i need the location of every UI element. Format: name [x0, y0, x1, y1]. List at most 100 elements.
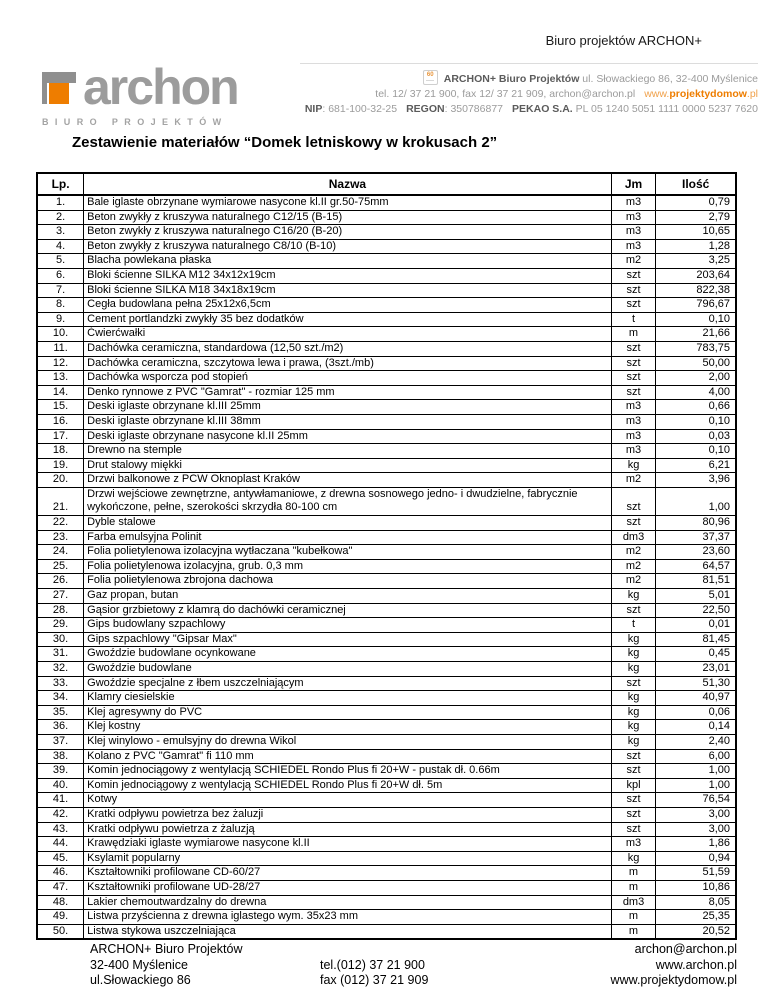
table-row: 18. Drewno na stemple m3 0,10: [36, 443, 737, 459]
cell-name: Bloki ścienne SILKA M18 34x18x19cm: [83, 282, 612, 299]
cell-qty: 5,01: [655, 588, 737, 604]
table-row: 23. Farba emulsyjna Polinit dm3 37,37: [36, 529, 737, 546]
cell-lp: 48.: [36, 894, 85, 911]
regon-label: REGON: [406, 103, 445, 115]
cell-unit: kg: [610, 690, 657, 706]
table-row: 24. Folia polietylenowa izolacyjna wytłac…: [36, 544, 737, 560]
contact-street: ul. Słowackiego 86, 32-400 Myślenice: [579, 73, 758, 85]
footer-web-block: archon@archon.pl www.archon.pl www.proje…: [520, 942, 737, 989]
cell-qty: 0,01: [655, 617, 737, 633]
column-header-name: Nazwa: [83, 172, 612, 196]
table-row: 14. Denko rynnowe z PVC "Gamrat" - rozmia…: [36, 384, 737, 401]
cell-unit: m3: [610, 428, 657, 445]
cell-lp: 29.: [36, 617, 85, 633]
table-row: 17. Deski iglaste obrzynane nasycone kl.I…: [36, 428, 737, 445]
cell-qty: 8,05: [655, 894, 737, 911]
cell-unit: m2: [610, 558, 657, 575]
cell-qty: 0,94: [655, 850, 737, 867]
cell-qty: 203,64: [655, 267, 737, 284]
anniversary-badge-icon: 60: [422, 70, 438, 85]
cell-qty: 81,45: [655, 631, 737, 648]
table-row: 31. Gwoździe budowlane ocynkowane kg 0,45: [36, 646, 737, 662]
cell-unit: m3: [610, 209, 657, 226]
column-header-qty: Ilość: [655, 172, 737, 196]
cell-qty: 81,51: [655, 573, 737, 590]
cell-lp: 44.: [36, 836, 85, 852]
cell-unit: m: [610, 923, 657, 940]
cell-name: Klej agresywny do PVC: [83, 704, 612, 721]
cell-unit: m3: [610, 836, 657, 852]
cell-unit: szt: [610, 602, 657, 619]
cell-unit: szt: [610, 806, 657, 823]
cell-qty: 0,45: [655, 646, 737, 662]
cell-name: Listwa stykowa uszczelniająca: [83, 923, 612, 940]
cell-lp: 32.: [36, 661, 85, 677]
cell-name: Klamry ciesielskie: [83, 690, 612, 706]
cell-lp: 38.: [36, 748, 85, 765]
table-row: 25. Folia polietylenowa izolacyjna, grub.…: [36, 558, 737, 575]
table-row: 47. Kształtowniki profilowane UD-28/27 m 10…: [36, 879, 737, 896]
cell-qty: 2,79: [655, 209, 737, 226]
cell-name: Beton zwykły z kruszywa naturalnego C8/1…: [83, 238, 612, 255]
cell-lp: 34.: [36, 690, 85, 706]
cell-lp: 2.: [36, 209, 85, 226]
cell-unit: kg: [610, 850, 657, 867]
cell-unit: dm3: [610, 529, 657, 546]
footer-tel: tel.(012) 37 21 900: [320, 957, 425, 972]
cell-lp: 28.: [36, 602, 85, 619]
cell-lp: 41.: [36, 792, 85, 808]
cell-unit: kg: [610, 661, 657, 677]
table-header-row: Lp. Nazwa Jm Ilość: [36, 172, 737, 196]
cell-qty: 51,59: [655, 865, 737, 881]
cell-lp: 16.: [36, 413, 85, 430]
cell-name: Deski iglaste obrzynane kl.III 25mm: [83, 399, 612, 415]
cell-unit: m2: [610, 253, 657, 269]
cell-qty: 1,86: [655, 836, 737, 852]
table-row: 44. Krawędziaki iglaste wymiarowe nasycon…: [36, 836, 737, 852]
cell-unit: szt: [610, 792, 657, 808]
cell-qty: 23,60: [655, 544, 737, 560]
cell-lp: 35.: [36, 704, 85, 721]
table-row: 41. Kotwy szt 76,54: [36, 792, 737, 808]
footer-phone-block: tel.(012) 37 21 900 fax (012) 37 21 909: [320, 942, 520, 989]
cell-name: Kratki odpływu powietrza bez żaluzji: [83, 806, 612, 823]
cell-qty: 3,00: [655, 806, 737, 823]
table-row: 26. Folia polietylenowa zbrojona dachowa m…: [36, 573, 737, 590]
table-row: 6. Bloki ścienne SILKA M12 34x12x19cm szt 2…: [36, 267, 737, 284]
cell-name: Dyble stalowe: [83, 515, 612, 531]
table-row: 35. Klej agresywny do PVC kg 0,06: [36, 704, 737, 721]
cell-qty: 822,38: [655, 282, 737, 299]
table-row: 34. Klamry ciesielskie kg 40,97: [36, 690, 737, 706]
cell-lp: 7.: [36, 282, 85, 299]
table-row: 33. Gwoździe specjalne z łbem uszczelniaj…: [36, 675, 737, 692]
logo-wordmark: archon: [83, 59, 240, 115]
cell-name: Dachówka ceramiczna, szczytowa lewa i pr…: [83, 355, 612, 372]
cell-lp: 46.: [36, 865, 85, 881]
contact-phones: tel. 12/ 37 21 900, fax 12/ 37 21 909, a…: [375, 88, 636, 100]
cell-lp: 23.: [36, 529, 85, 546]
cell-lp: 43.: [36, 821, 85, 838]
cell-name: Listwa przyścienna z drewna iglastego wy…: [83, 909, 612, 925]
table-row: 7. Bloki ścienne SILKA M18 34x18x19cm szt 8…: [36, 282, 737, 299]
website-link: projektydomow: [669, 88, 747, 100]
table-row: 30. Gips szpachlowy "Gipsar Max" kg 81,45: [36, 631, 737, 648]
footer-fax: fax (012) 37 21 909: [320, 973, 429, 987]
cell-name: Drewno na stemple: [83, 443, 612, 459]
bank-value: PL 05 1240 5051 1111 0000 5237 7620: [572, 103, 758, 115]
cell-qty: 2,00: [655, 370, 737, 386]
bank-label: PEKAO S.A.: [512, 103, 573, 115]
cell-qty: 80,96: [655, 515, 737, 531]
cell-name: Folia polietylenowa izolacyjna, grub. 0,…: [83, 558, 612, 575]
cell-unit: m2: [610, 573, 657, 590]
table-row: 39. Komin jednociągowy z wentylacją SCHIE…: [36, 763, 737, 779]
table-row: 22. Dyble stalowe szt 80,96: [36, 515, 737, 531]
cell-name: Folia polietylenowa zbrojona dachowa: [83, 573, 612, 590]
cell-qty: 1,28: [655, 238, 737, 255]
footer-website-2: www.projektydomow.pl: [610, 973, 737, 987]
cell-lp: 3.: [36, 224, 85, 240]
cell-lp: 30.: [36, 631, 85, 648]
cell-name: Bale iglaste obrzynane wymiarowe nasycon…: [83, 194, 612, 211]
cell-unit: m3: [610, 399, 657, 415]
cell-qty: 0,06: [655, 704, 737, 721]
